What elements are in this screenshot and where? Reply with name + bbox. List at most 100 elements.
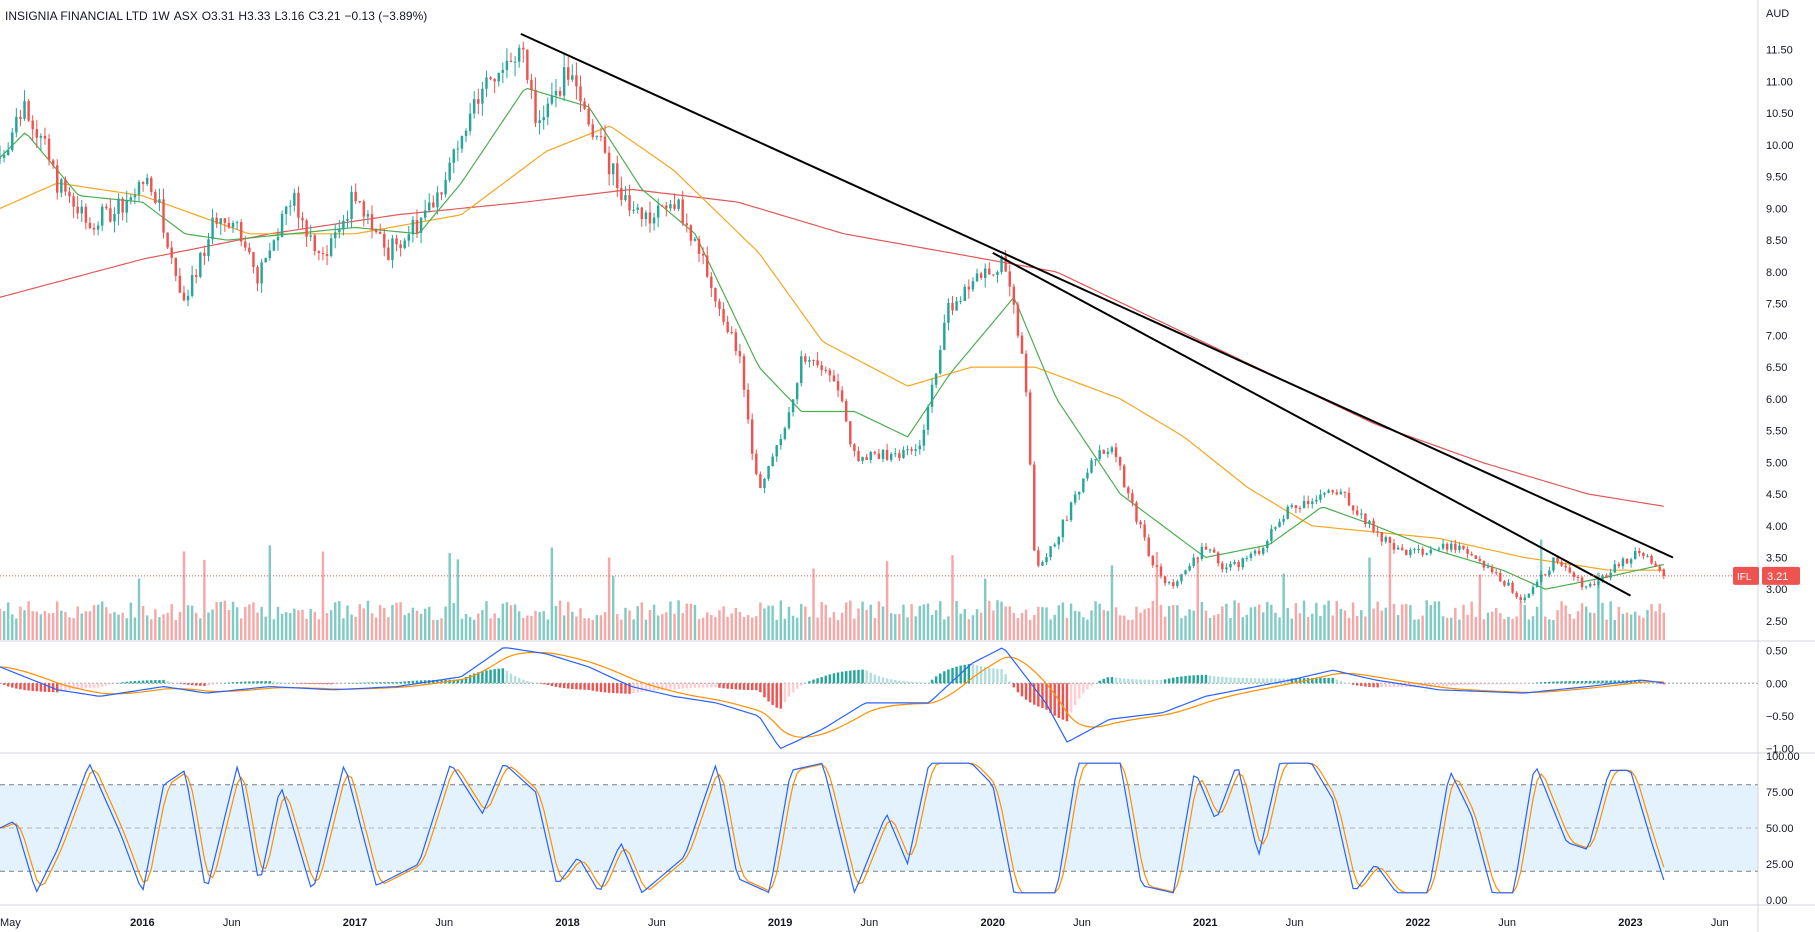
macd-histogram-bar <box>1539 682 1543 684</box>
candle-body <box>1478 558 1482 561</box>
volume-bar <box>898 614 901 640</box>
volume-bar <box>1208 617 1212 640</box>
volume-bar <box>346 605 349 640</box>
macd-histogram-bar <box>1572 681 1576 684</box>
candle-body <box>898 453 901 459</box>
candle-body <box>1539 574 1543 582</box>
candle-body <box>497 72 500 82</box>
ma-fast-line <box>0 87 1664 590</box>
time-tick-label: Jun <box>223 917 241 929</box>
volume-bar <box>203 559 206 640</box>
candle-body <box>1490 566 1494 573</box>
candle-body <box>1012 286 1016 305</box>
volume-bar <box>1278 617 1281 640</box>
symbol-name[interactable]: INSIGNIA FINANCIAL LTD <box>5 9 148 23</box>
symbol-header[interactable]: INSIGNIA FINANCIAL LTD 1W ASX O3.31 H3.33 L3.… <box>5 9 431 23</box>
macd-histogram-bar <box>722 683 725 689</box>
candle-body <box>190 275 194 296</box>
macd-histogram-bar <box>1523 683 1527 685</box>
macd-histogram-bar <box>1319 677 1322 684</box>
macd-histogram-bar <box>640 683 644 692</box>
price-tick-label: 11.00 <box>1766 76 1793 88</box>
volume-bar <box>1388 543 1392 640</box>
candle-body <box>215 217 218 224</box>
candle-body <box>1155 565 1159 567</box>
volume-bar <box>967 619 971 640</box>
candle-body <box>387 247 390 261</box>
volume-bar <box>1405 603 1408 640</box>
candle-body <box>170 247 173 258</box>
candle-body <box>513 61 517 63</box>
candle-body <box>579 86 582 102</box>
macd-histogram-bar <box>1589 680 1592 684</box>
time-tick-label: 2018 <box>555 917 579 929</box>
volume-bar <box>313 611 317 640</box>
candle-body <box>1098 450 1101 460</box>
macd-histogram-bar <box>755 683 758 691</box>
volume-bar <box>988 600 991 640</box>
macd-histogram-bar <box>550 683 554 687</box>
volume-bar <box>889 613 893 640</box>
volume-bar <box>1012 613 1016 640</box>
candle-body <box>1188 565 1191 571</box>
candle-body <box>84 206 88 223</box>
volume-bar <box>800 603 803 640</box>
candle-body <box>1384 537 1388 542</box>
candle-body <box>88 222 92 229</box>
candle-body <box>56 165 59 193</box>
macd-histogram-bar <box>579 683 582 690</box>
volume-bar <box>88 611 92 640</box>
macd-histogram-bar <box>88 683 92 689</box>
macd-histogram-bar <box>31 683 34 691</box>
candle-body <box>137 182 141 195</box>
volume-bar <box>1225 603 1228 640</box>
volume-bar <box>329 610 333 640</box>
macd-histogram-bar <box>820 677 823 684</box>
macd-histogram-bar <box>1290 678 1294 684</box>
price-pane[interactable] <box>0 32 1758 640</box>
macd-histogram-bar <box>27 683 30 691</box>
candle-body <box>885 449 889 460</box>
macd-histogram-bar <box>419 680 423 684</box>
candle-body <box>6 150 10 155</box>
macd-histogram-bar <box>1127 678 1130 684</box>
interval-label[interactable]: 1W <box>151 9 170 23</box>
volume-bar <box>1024 609 1028 640</box>
macd-histogram-bar <box>1486 683 1490 685</box>
candle-body <box>1135 502 1138 522</box>
macd-histogram-bar <box>824 675 828 684</box>
volume-bar <box>1094 601 1097 640</box>
macd-histogram-bar <box>374 682 378 684</box>
volume-bar <box>1523 605 1527 640</box>
volume-bar <box>84 611 88 640</box>
volume-bar <box>133 617 137 640</box>
macd-histogram-bar <box>1380 683 1383 688</box>
ohlc-open: O3.31 <box>201 9 235 23</box>
candle-body <box>1000 256 1003 272</box>
volume-bar <box>705 612 709 640</box>
candle-body <box>1327 490 1330 493</box>
volume-bar <box>844 602 848 640</box>
volume-bar <box>1662 612 1666 640</box>
macd-histogram-bar <box>1544 682 1547 684</box>
candle-body <box>836 381 840 391</box>
stochastic-pane[interactable] <box>0 762 1758 894</box>
candle-body <box>1122 465 1126 488</box>
macd-histogram-bar <box>1511 683 1514 685</box>
volume-bar <box>1597 572 1600 640</box>
price-tick-label: 4.00 <box>1766 521 1787 533</box>
volume-bar <box>542 610 545 640</box>
volume-bar <box>219 601 222 640</box>
macd-histogram-bar <box>910 681 913 684</box>
candle-body <box>1523 597 1527 601</box>
candle-body <box>591 124 594 138</box>
candle-body <box>11 132 14 151</box>
volume-bar <box>1253 606 1257 640</box>
macd-histogram-bar <box>378 682 382 684</box>
macd-pane[interactable] <box>0 647 1758 750</box>
candle-body <box>1646 555 1649 557</box>
macd-histogram-bar <box>1180 676 1183 684</box>
candle-body <box>939 349 942 374</box>
candle-body <box>705 255 709 277</box>
